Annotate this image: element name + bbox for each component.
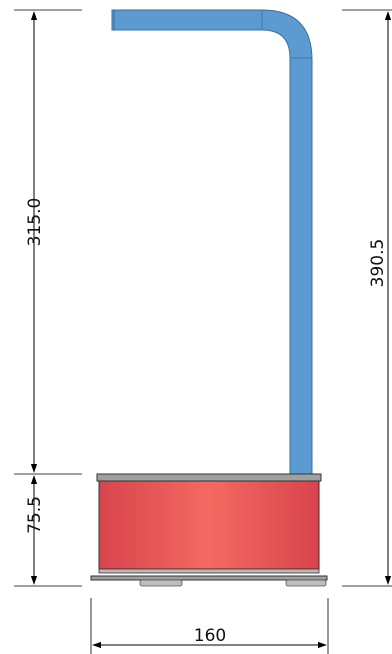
tube-body (111, 9, 313, 475)
base-bottom-rim (98, 568, 320, 574)
base-floor-plate (90, 575, 328, 581)
dimension-label-base-height: 75.5 (25, 496, 45, 534)
extension-lines (14, 9, 392, 654)
foot-right (285, 579, 327, 587)
foot-left (139, 579, 183, 587)
dimension-label-total-height: 390.5 (368, 239, 388, 288)
dimension-lines (30, 11, 392, 649)
base-housing (98, 480, 320, 570)
base-top-plate (96, 473, 322, 482)
dimension-label-base-width: 160 (194, 626, 226, 646)
tube-pole (111, 9, 313, 475)
dimension-label-tube-height: 315.0 (25, 198, 45, 247)
base-assembly (90, 473, 328, 587)
